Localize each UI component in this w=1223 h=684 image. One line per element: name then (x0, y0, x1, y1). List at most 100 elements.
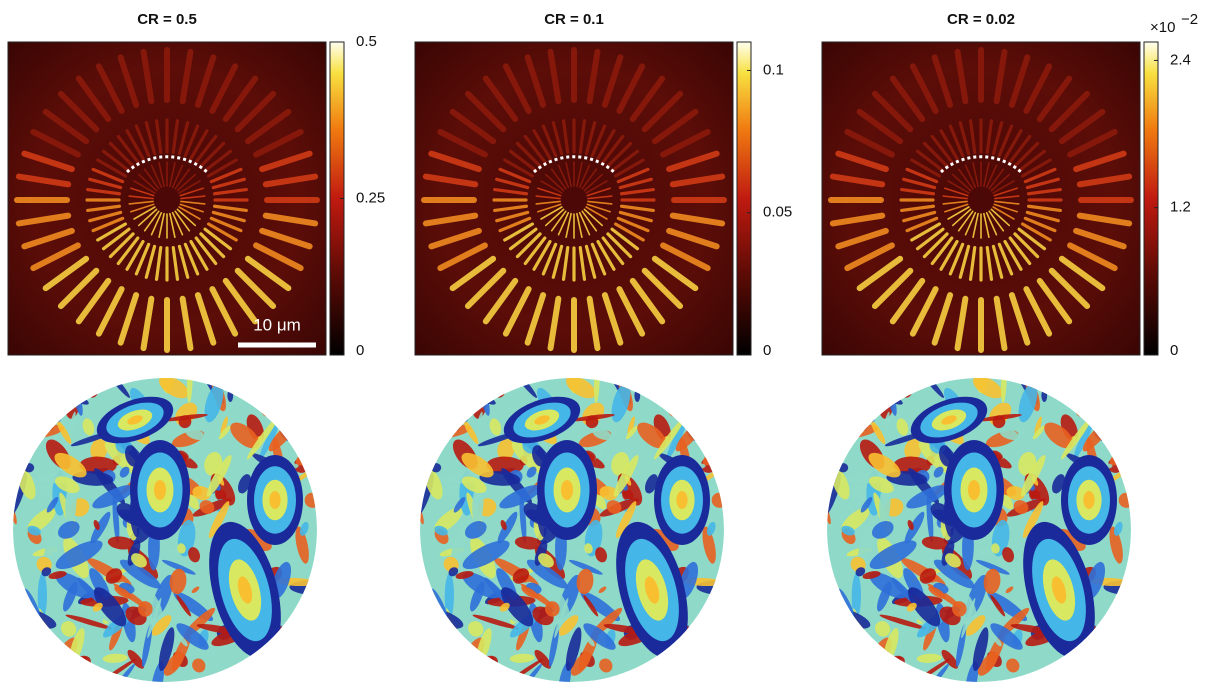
phase-stripe (697, 632, 723, 661)
colorbar-exponent: −2 (1181, 11, 1198, 28)
phase-stripe (699, 657, 721, 684)
scale-bar-label: 10 μm (253, 315, 301, 334)
phase-stripe (280, 667, 310, 684)
phase-stripe (292, 434, 335, 470)
phase-stripe (702, 634, 720, 654)
phase-stripe (15, 403, 30, 420)
phase-stripe (1071, 651, 1097, 684)
phase-stripe (259, 383, 273, 417)
phase-stripe (868, 384, 904, 408)
phase-stripe (1106, 434, 1149, 470)
phase-stripe (864, 651, 887, 684)
phase-stripe (685, 372, 711, 410)
phase-stripe (1071, 386, 1098, 414)
phase-stripe (428, 371, 441, 416)
phase-stripe (51, 652, 89, 677)
phase-stripe (862, 383, 898, 407)
colorbar-multiplier: ×10 (1150, 19, 1175, 36)
phase-stripe (433, 378, 472, 402)
phase-blob (1083, 491, 1094, 509)
phase-stripe (825, 377, 849, 424)
phase-map (3, 359, 339, 684)
phase-stripe (11, 377, 35, 424)
phase-stripe (225, 670, 248, 684)
phase-stripe (664, 651, 690, 684)
phase-stripe (680, 405, 691, 427)
phase-blob (676, 491, 687, 509)
phase-stripe (428, 644, 453, 670)
phase-stripe (670, 400, 716, 416)
phase-stripe (1103, 617, 1129, 645)
phase-stripe (696, 617, 722, 645)
phase-map (817, 359, 1153, 684)
colorbar (1144, 42, 1158, 355)
phase-stripe (831, 591, 844, 623)
phase-stripe (1077, 400, 1123, 416)
phase-stripe (820, 377, 834, 392)
phase-stripe (1073, 383, 1087, 417)
phase-stripe (410, 618, 436, 668)
colorbar-tick-label: 2.4 (1170, 51, 1191, 68)
phase-blob (561, 480, 573, 500)
phase-stripe (413, 377, 427, 392)
phase-stripe (422, 403, 437, 420)
phase-stripe (1106, 657, 1128, 684)
phase-blob (968, 480, 980, 500)
phase-stripe (1094, 667, 1124, 684)
phase-stripe (897, 385, 910, 391)
phase-stripe (21, 644, 46, 670)
phase-stripe (458, 652, 496, 677)
phase-stripe (666, 383, 680, 417)
phase-stripe (1109, 634, 1127, 654)
phase-stripe (664, 386, 691, 414)
phase-stripe (461, 384, 497, 408)
phase-stripe (673, 381, 704, 403)
phase-stripe (424, 591, 437, 623)
phase-stripe (835, 644, 860, 670)
phase-stripe (455, 383, 491, 407)
phase-stripe (636, 378, 679, 390)
phase-stripe (229, 378, 272, 390)
phase-stripe (3, 618, 29, 668)
colorbar-tick-label: 0 (763, 342, 771, 359)
phase-blob (154, 480, 166, 500)
figure: CR = 0.500.250.510 μmCR = 0.100.050.1CR … (0, 0, 1223, 684)
phase-stripe (840, 633, 857, 647)
phase-stripe (817, 618, 843, 668)
phase-stripe (257, 386, 284, 414)
phase-stripe (54, 384, 90, 408)
phase-stripe (1039, 670, 1062, 684)
phase-stripe (1092, 372, 1118, 410)
phase-stripe (699, 434, 742, 470)
phase-stripe (835, 371, 848, 416)
panel-title: CR = 0.1 (544, 11, 604, 28)
phase-stripe (26, 378, 65, 402)
phase-stripe (1104, 632, 1130, 661)
phase-stripe (1122, 436, 1139, 459)
phase-stripe (308, 436, 325, 459)
phase-stripe (26, 633, 43, 647)
phase-stripe (295, 634, 313, 654)
phase-stripe (273, 405, 284, 427)
colorbar-tick-label: 0 (1170, 342, 1178, 359)
phase-stripe (50, 651, 73, 684)
phase-stripe (1043, 378, 1086, 390)
phase-stripe (1087, 405, 1098, 427)
phase-stripe (710, 617, 737, 627)
phase-stripe (263, 400, 309, 416)
phase-stripe (1080, 381, 1111, 403)
phase-stripe (6, 377, 20, 392)
phase-stripe (266, 381, 297, 403)
phase-stripe (490, 385, 503, 391)
phase-stripe (457, 651, 480, 684)
phase-stripe (257, 651, 283, 684)
phase-map (410, 359, 746, 684)
phase-stripe (1090, 376, 1139, 395)
colorbar (737, 42, 751, 355)
colorbar-tick-label: 0.5 (356, 33, 377, 50)
panel-title: CR = 0.02 (947, 11, 1015, 28)
phase-stripe (433, 633, 450, 647)
phase-blob (269, 491, 280, 509)
phase-stripe (829, 403, 844, 420)
colorbar-tick-label: 0.25 (356, 189, 385, 206)
